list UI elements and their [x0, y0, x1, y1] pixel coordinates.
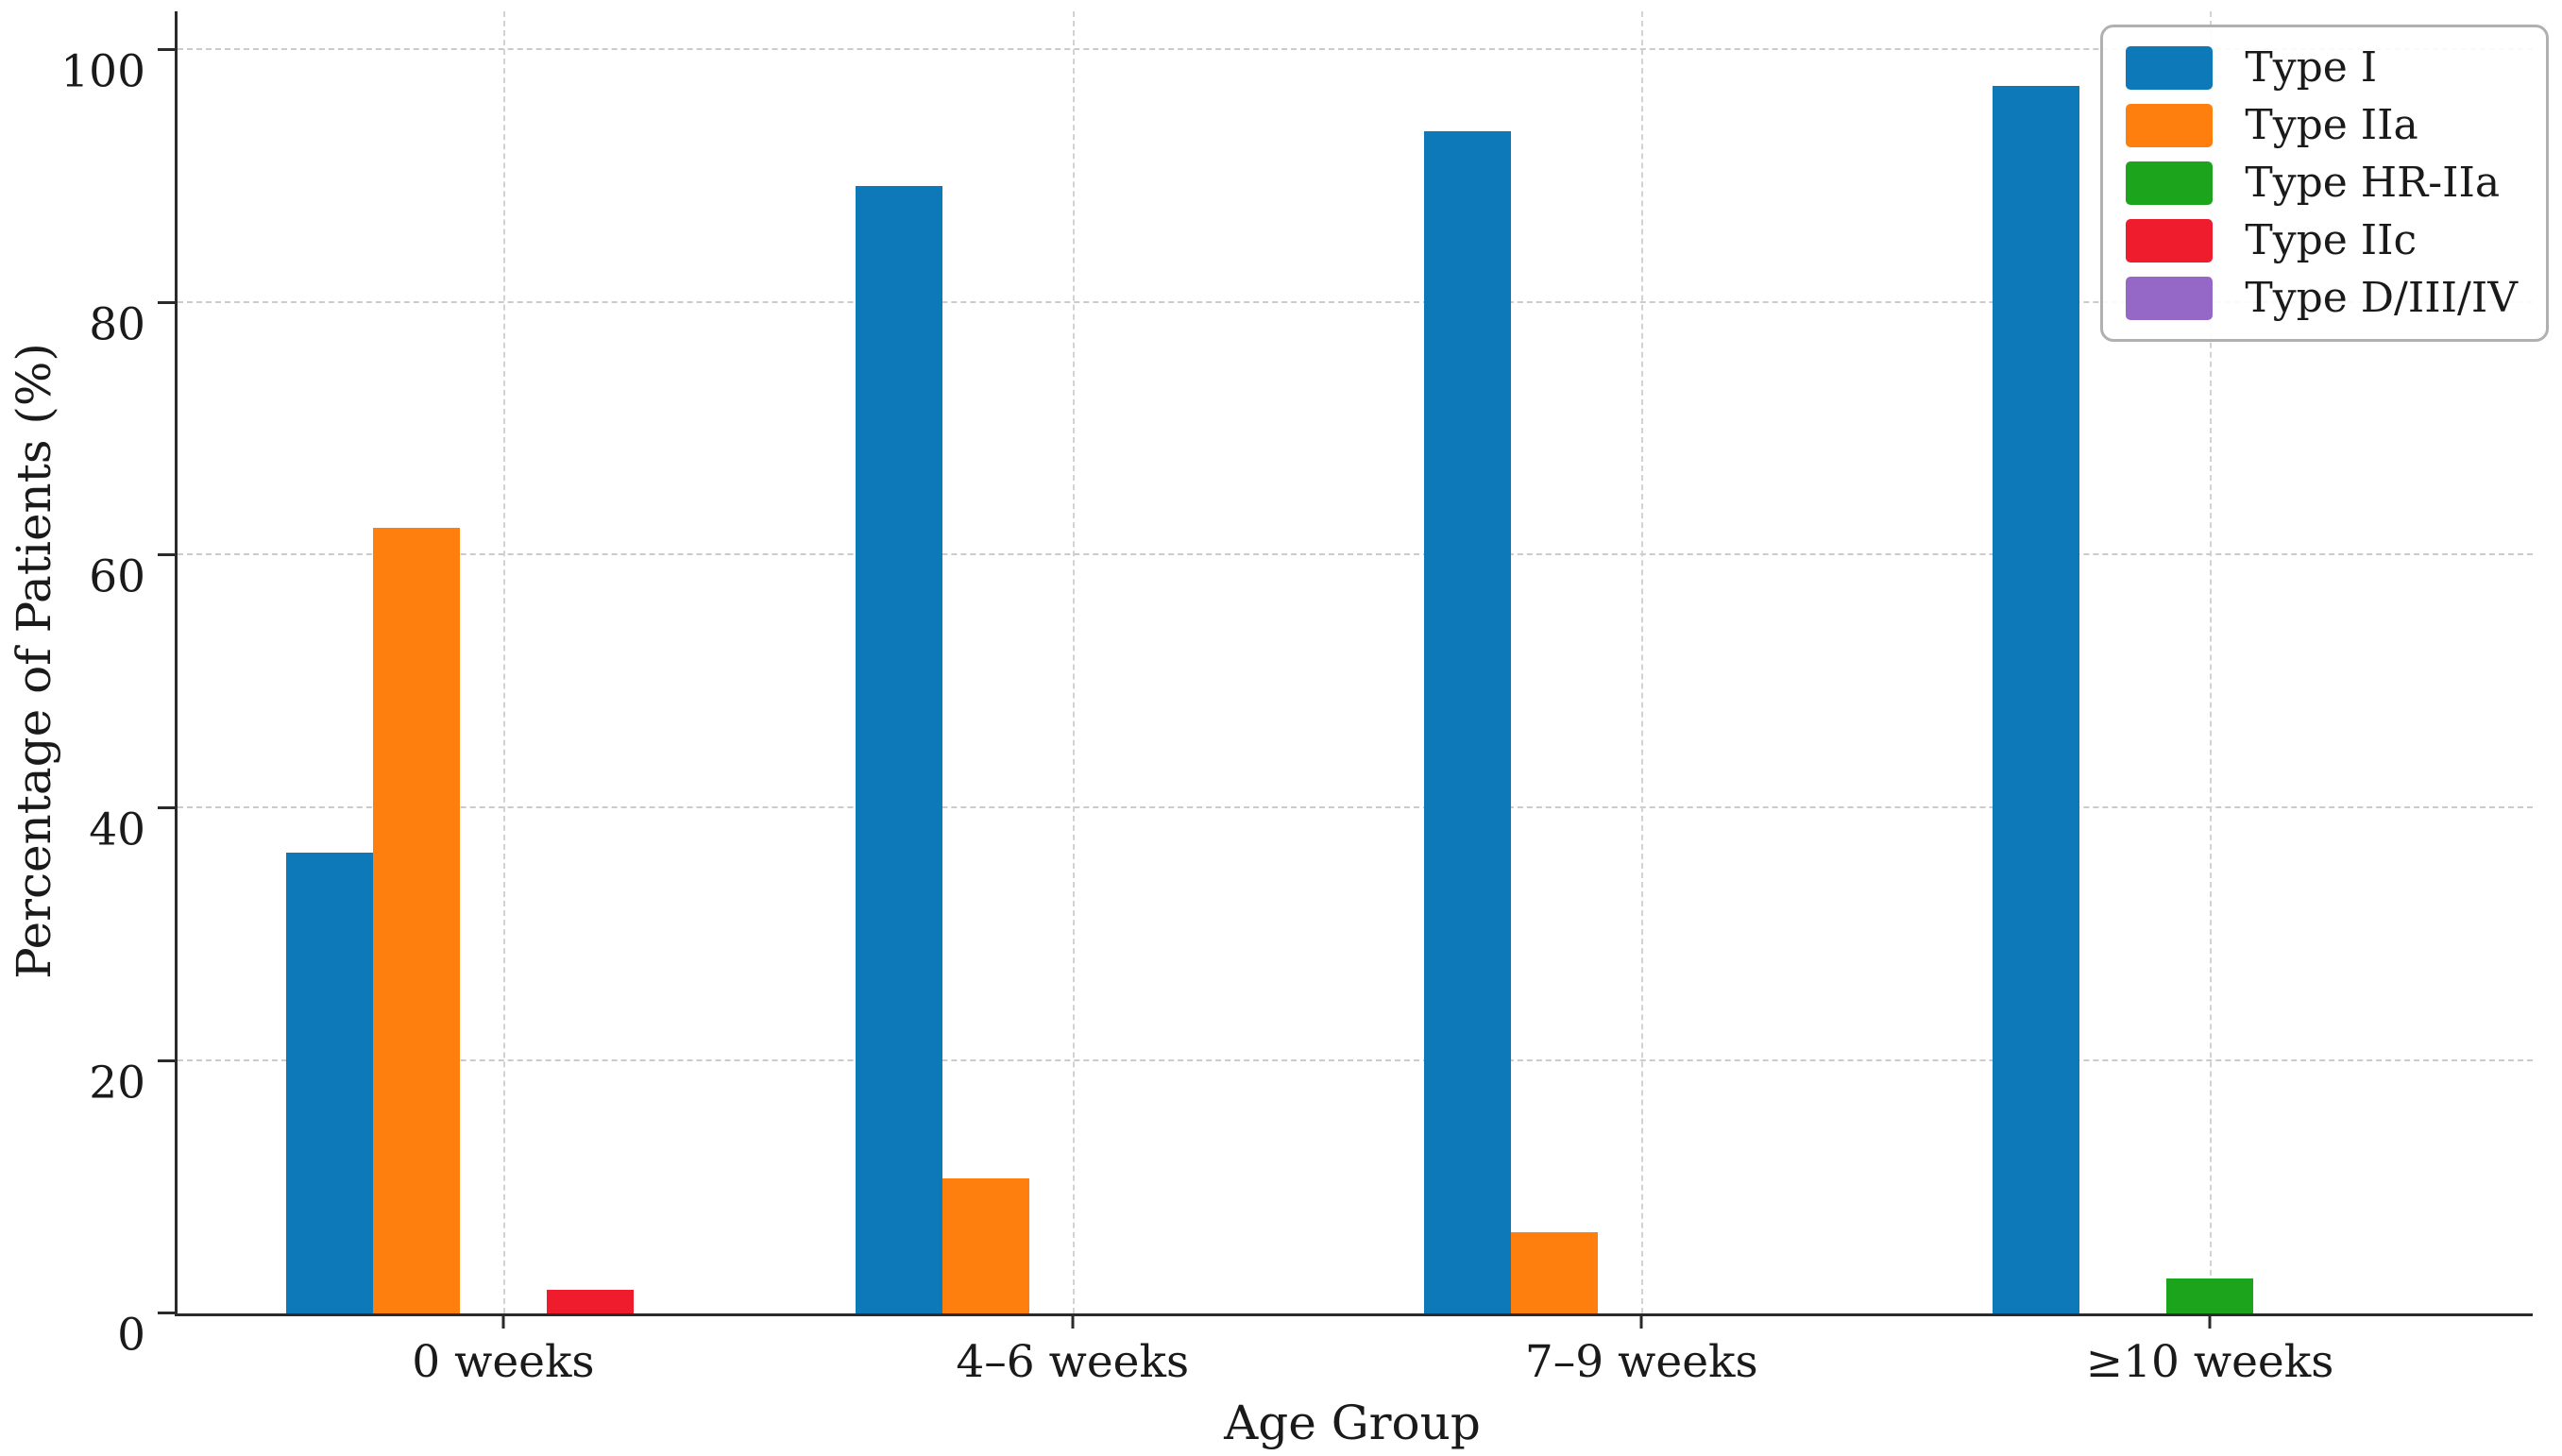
horizontal-gridline — [178, 1058, 2533, 1061]
legend-swatch — [2126, 161, 2214, 205]
bar — [942, 1177, 1029, 1313]
x-tick-mark — [1639, 1313, 1643, 1329]
bar — [1993, 85, 2080, 1313]
legend-label: Type IIc — [2245, 216, 2418, 264]
legend-item: Type IIc — [2126, 219, 2518, 262]
y-tick-mark — [158, 1312, 175, 1314]
horizontal-gridline — [178, 48, 2533, 51]
y-tick-mark — [158, 1058, 175, 1062]
y-axis-title: Percentage of Patients (%) — [7, 343, 61, 979]
legend-label: Type D/III/IV — [2245, 274, 2518, 322]
y-tick-mark — [158, 48, 175, 52]
x-tick-label: 4–6 weeks — [956, 1336, 1190, 1388]
bar — [855, 185, 942, 1313]
y-tick-label: 40 — [89, 804, 145, 856]
bar — [2166, 1278, 2254, 1313]
legend-item: Type I — [2126, 46, 2518, 90]
legend-label: Type I — [2245, 43, 2378, 92]
vertical-gridline — [1072, 11, 1075, 1313]
y-tick-label: 60 — [89, 550, 145, 603]
y-tick-mark — [158, 300, 175, 304]
bar — [546, 1289, 634, 1313]
y-tick-label: 20 — [89, 1057, 145, 1109]
x-tick-label: 7–9 weeks — [1524, 1336, 1758, 1388]
bar-group — [855, 11, 1290, 1313]
legend-item: Type HR-IIa — [2126, 161, 2518, 205]
y-tick-label: 0 — [117, 1309, 145, 1362]
legend: Type I Type IIa Type HR-IIa Type IIc Type D/… — [2100, 25, 2549, 342]
vertical-gridline — [2210, 11, 2213, 1313]
y-tick-label: 100 — [60, 45, 145, 98]
legend-label: Type IIa — [2245, 101, 2418, 149]
bar-group — [285, 11, 721, 1313]
bar — [285, 852, 373, 1313]
legend-swatch — [2126, 46, 2214, 90]
legend-label: Type HR-IIa — [2245, 159, 2501, 207]
bar-group — [1424, 11, 1858, 1313]
legend-swatch — [2126, 277, 2214, 320]
bar — [1511, 1232, 1599, 1313]
bar — [372, 528, 460, 1313]
x-tick-mark — [501, 1313, 505, 1329]
x-tick-label: ≥10 weeks — [2085, 1336, 2334, 1388]
legend-swatch — [2126, 104, 2214, 147]
y-tick-mark — [158, 806, 175, 809]
legend-item: Type D/III/IV — [2126, 277, 2518, 320]
vertical-gridline — [1641, 11, 1644, 1313]
bar-group — [1993, 11, 2427, 1313]
plot-area: 0 20 40 60 80 100 0 weeks 4–6 weeks 7–9 weeks ≥10… — [60, 11, 2533, 1384]
legend-swatch — [2126, 219, 2214, 262]
x-tick-mark — [2208, 1313, 2212, 1329]
x-tick-mark — [1071, 1313, 1075, 1329]
horizontal-gridline — [178, 806, 2533, 808]
horizontal-gridline — [178, 553, 2533, 556]
y-tick-mark — [158, 553, 175, 557]
bar — [1424, 131, 1512, 1313]
x-axis-title: Age Group — [1224, 1396, 1481, 1450]
x-tick-label: 0 weeks — [412, 1336, 595, 1388]
vertical-gridline — [502, 11, 505, 1313]
y-tick-label: 80 — [89, 298, 145, 351]
horizontal-gridline — [178, 300, 2533, 303]
legend-item: Type IIa — [2126, 104, 2518, 147]
